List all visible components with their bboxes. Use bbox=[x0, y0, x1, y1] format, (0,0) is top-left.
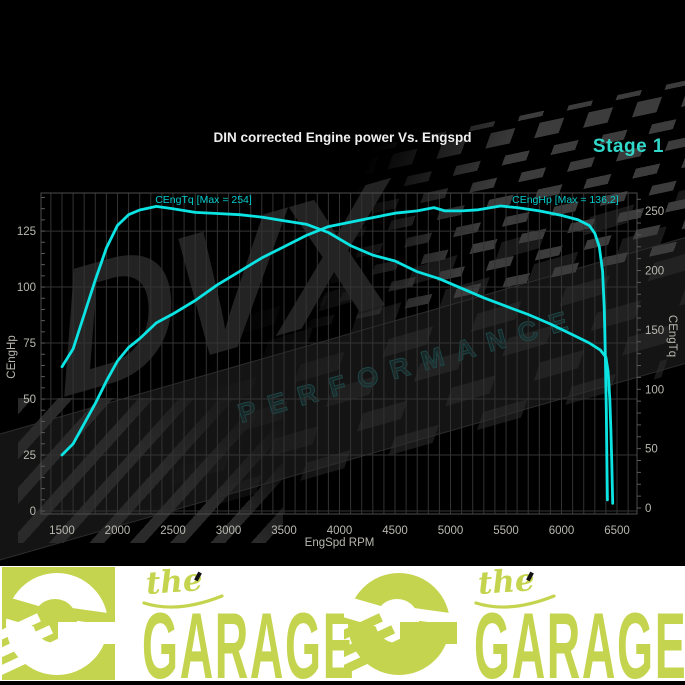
x-tick-label: 6000 bbox=[549, 525, 575, 537]
x-tick-label: 5000 bbox=[438, 525, 464, 537]
x-tick-label: 5500 bbox=[493, 525, 519, 537]
left-tick-label: 25 bbox=[23, 450, 36, 462]
garage-banner: the GARAGE the GARAGE bbox=[0, 566, 685, 681]
annotation-cenghp: CEngHp [Max = 136.2] bbox=[512, 194, 619, 206]
x-axis-title: EngSpd RPM bbox=[304, 537, 375, 549]
left-tick-label: 0 bbox=[30, 506, 36, 518]
right-tick-label: 200 bbox=[645, 266, 664, 278]
word-garage: GARAGE bbox=[142, 593, 356, 681]
x-tick-label: 2500 bbox=[160, 525, 186, 537]
x-tick-label: 1500 bbox=[49, 525, 75, 537]
word-garage: GARAGE bbox=[474, 593, 685, 681]
x-tick-label: 4000 bbox=[327, 525, 353, 537]
x-tick-label: 3500 bbox=[271, 525, 297, 537]
right-tick-label: 150 bbox=[645, 325, 664, 337]
x-tick-label: 3000 bbox=[216, 525, 242, 537]
right-tick-label: 0 bbox=[645, 503, 651, 515]
left-axis-title: CEngHp bbox=[6, 335, 18, 379]
right-axis-title: CEngTq bbox=[666, 314, 678, 358]
garage-gear-logo-left bbox=[2, 567, 115, 680]
left-tick-label: 75 bbox=[23, 338, 36, 350]
x-tick-label: 6500 bbox=[604, 525, 630, 537]
left-tick-label: 125 bbox=[17, 226, 36, 238]
wordmark-right: the GARAGE bbox=[472, 566, 685, 681]
curve-cenghp bbox=[60, 204, 609, 502]
left-tick-label: 50 bbox=[23, 394, 36, 406]
wordmark-left: the GARAGE bbox=[140, 566, 356, 681]
left-tick-label: 100 bbox=[17, 282, 36, 294]
chart-title: DIN corrected Engine power Vs. Engspd bbox=[213, 130, 472, 145]
x-tick-label: 4500 bbox=[382, 525, 408, 537]
right-tick-label: 50 bbox=[645, 444, 658, 456]
garage-gear-logo-right bbox=[344, 573, 457, 680]
right-tick-label: 100 bbox=[645, 384, 664, 396]
right-tick-label: 250 bbox=[645, 206, 664, 218]
annotation-cengtq: CEngTq [Max = 254] bbox=[155, 194, 252, 206]
stage-badge: Stage 1 bbox=[592, 136, 664, 157]
the-underline-swash bbox=[474, 594, 556, 609]
x-tick-label: 2000 bbox=[105, 525, 131, 537]
curve-cengtq bbox=[60, 204, 615, 505]
the-underline-swash bbox=[142, 594, 224, 609]
